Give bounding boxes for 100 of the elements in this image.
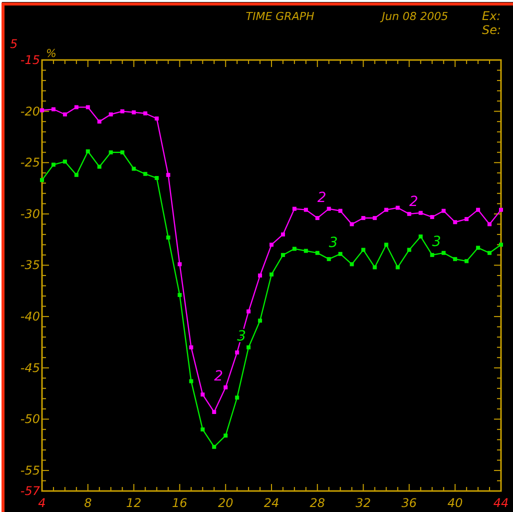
x-tick-label: 16 [172,496,188,510]
annotation: 2 [317,190,326,206]
point [418,234,423,239]
point [280,232,285,236]
x-tick-label: 28 [310,496,326,510]
point [350,222,354,226]
y-tick-label: -50 [20,412,40,426]
y-tick-label: -30 [20,206,40,221]
point [315,250,320,255]
point [246,345,251,350]
point [407,248,412,252]
point [178,293,182,297]
point [166,236,170,240]
y-tick-label: -35 [20,258,40,272]
point [418,210,423,215]
point [350,262,354,266]
annotation: 3 [432,234,442,250]
point [326,257,331,262]
point [361,248,366,252]
point [189,379,194,384]
point [270,272,274,276]
point [154,116,159,120]
point [212,444,216,449]
point [464,217,469,222]
point [108,150,113,154]
point [258,318,262,323]
point [453,257,458,262]
point [304,248,308,253]
point [108,112,113,116]
point [338,252,342,256]
point [372,216,377,220]
point [326,206,331,211]
point [97,164,102,169]
point [499,242,503,247]
point [120,150,124,154]
point [338,208,342,213]
point [62,160,67,164]
point [258,274,262,278]
point [361,216,366,220]
point [235,350,240,354]
point [40,178,44,182]
point [200,392,205,397]
point [166,172,170,177]
point [292,246,296,251]
point [62,112,67,116]
x-tick-label: 24 [264,496,280,510]
chart-subtitle: Jun 08 2005 [380,10,448,23]
point [154,176,159,180]
point [384,208,388,212]
point [476,246,480,250]
point [51,107,56,112]
point [143,172,148,176]
point [315,216,320,220]
text: Ex: [482,9,501,23]
point [488,250,492,255]
point [464,259,469,264]
point [189,345,194,350]
point [74,105,78,110]
point [97,120,102,124]
point [120,109,124,114]
point [212,410,216,414]
x-tick-label: 12 [126,496,142,510]
point [396,206,400,210]
point [40,108,44,112]
point [488,222,492,226]
text: Se: [482,23,502,37]
y-axis-title: % [46,47,56,60]
point [476,208,480,212]
point [442,250,446,255]
x-tick-label: 40 [447,496,464,510]
point [86,105,90,110]
point [407,212,412,216]
annotation: 3 [328,234,338,251]
y-tick-label: -25 [20,156,40,170]
point [499,208,503,212]
text: 5 [10,37,18,51]
annotation: 2 [214,368,224,384]
point [132,110,136,114]
point [292,206,296,211]
point [246,309,251,314]
point [132,166,136,171]
point [224,385,228,390]
x-tick-label: 20 [218,496,234,510]
point [224,434,228,438]
point [442,208,446,213]
point [143,111,148,116]
point [430,252,434,257]
point [200,427,205,432]
point [372,265,377,270]
y-tick-label: -45 [20,360,40,375]
point [86,149,90,154]
point [178,262,182,266]
point [396,265,400,270]
point [304,208,308,212]
point [453,220,458,224]
point [74,172,78,177]
annotation: 2 [409,194,418,210]
x-tick-label: 4 [38,496,46,510]
point [430,215,434,220]
y-tick-label: -20 [20,104,40,118]
